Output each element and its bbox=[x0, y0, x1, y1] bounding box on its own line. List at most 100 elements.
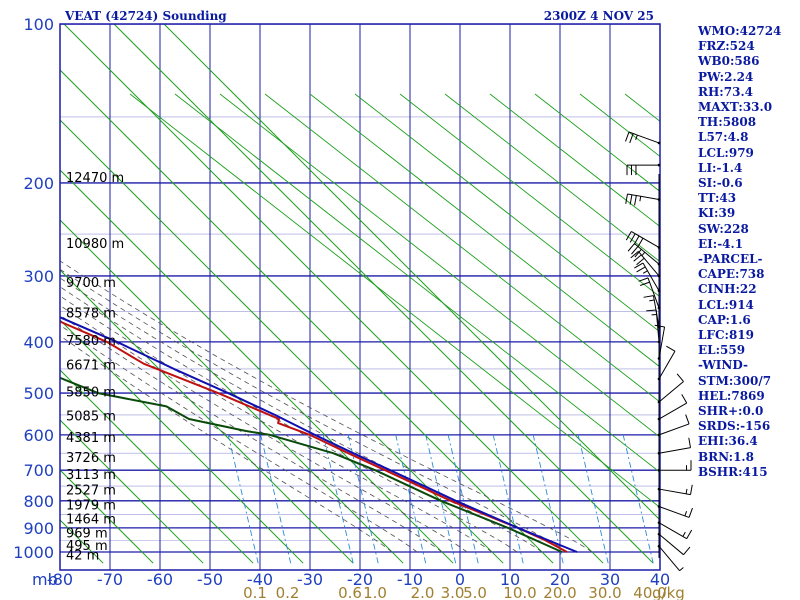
x-axis-unit: mb bbox=[32, 570, 58, 589]
moist-adiabat bbox=[60, 268, 568, 553]
temperature-tick-label: -10 bbox=[397, 570, 423, 589]
wind-barb bbox=[657, 414, 690, 437]
wind-barb bbox=[657, 460, 692, 472]
chart-time: 2300Z 4 NOV 25 bbox=[544, 9, 654, 23]
index-line: CAP:1.6 bbox=[698, 312, 751, 327]
index-line: HEL:7869 bbox=[698, 388, 765, 403]
index-line: SRDS:-156 bbox=[698, 419, 771, 434]
dry-adiabat bbox=[264, 93, 660, 403]
height-label: 4381 m bbox=[66, 431, 116, 446]
height-label: 5850 m bbox=[66, 386, 116, 401]
height-label: 5085 m bbox=[66, 409, 116, 424]
mixing-ratio-line bbox=[492, 434, 524, 564]
index-line: LCL:979 bbox=[698, 145, 754, 160]
wind-barb bbox=[657, 544, 684, 572]
wind-barb bbox=[634, 262, 661, 293]
mixing-ratio-line bbox=[425, 434, 457, 564]
pressure-label: 300 bbox=[23, 267, 54, 286]
isotherm bbox=[0, 0, 3, 563]
temperature-tick-label: 0 bbox=[455, 570, 465, 589]
mixing-ratio-line bbox=[577, 434, 609, 564]
height-label: 1464 m bbox=[66, 513, 116, 528]
moist-adiabat bbox=[60, 304, 468, 553]
mixing-ratio-line bbox=[260, 434, 292, 564]
temperature-tick-label: -60 bbox=[147, 570, 173, 589]
index-line: EL:559 bbox=[698, 343, 746, 358]
dry-adiabat bbox=[399, 93, 660, 298]
mixing-ratio-label: 0.1 bbox=[243, 584, 267, 600]
height-label: 3113 m bbox=[66, 468, 116, 483]
index-line: RH:73.4 bbox=[698, 84, 753, 99]
mixing-ratio-label: 20.0 bbox=[543, 584, 576, 600]
height-label: 2527 m bbox=[66, 484, 116, 499]
temperature-tick-label: -20 bbox=[347, 570, 373, 589]
parcel-line bbox=[60, 316, 578, 553]
index-line: WB0:586 bbox=[698, 54, 760, 69]
wind-barb bbox=[625, 193, 661, 206]
wind-barb bbox=[627, 243, 661, 266]
dry-adiabat bbox=[354, 93, 660, 333]
isotherm bbox=[60, 319, 304, 564]
mixing-ratio-line bbox=[322, 434, 354, 564]
dewpoint-line bbox=[60, 376, 563, 553]
dry-adiabat bbox=[309, 93, 660, 368]
mixing-ratio-label: 40.0 bbox=[633, 584, 666, 600]
height-label: 495 m bbox=[66, 539, 108, 554]
mixing-ratio-label: 2.0 bbox=[411, 584, 435, 600]
plot-border bbox=[59, 23, 661, 571]
height-label: 3726 m bbox=[66, 451, 116, 466]
pressure-label: 600 bbox=[23, 426, 54, 445]
dry-adiabat bbox=[534, 93, 660, 193]
index-line: -WIND- bbox=[698, 358, 748, 373]
wind-barb bbox=[657, 505, 693, 518]
index-line: LI:-1.4 bbox=[698, 160, 743, 175]
chart-title: VEAT (42724) Sounding bbox=[64, 9, 227, 23]
index-line: KI:39 bbox=[698, 206, 736, 221]
pressure-label: 500 bbox=[23, 384, 54, 403]
index-line: FRZ:524 bbox=[698, 39, 755, 54]
index-line: TH:5808 bbox=[698, 115, 757, 130]
mixing-ratio-label: 5.0 bbox=[463, 584, 487, 600]
height-label: 12470 m bbox=[66, 171, 124, 186]
pressure-label: 100 bbox=[23, 15, 54, 34]
wind-barb bbox=[657, 521, 693, 540]
temperature-tick-label: 40 bbox=[650, 570, 670, 589]
index-line: LCL:914 bbox=[698, 297, 754, 312]
isotherm bbox=[60, 419, 204, 564]
mixing-ratio-line bbox=[347, 434, 379, 564]
index-line: SHR+:0.0 bbox=[698, 404, 764, 419]
dry-adiabat bbox=[624, 93, 660, 122]
isotherm bbox=[60, 119, 504, 564]
temperature-tick-label: -40 bbox=[247, 570, 273, 589]
index-line: WMO:42724 bbox=[698, 24, 782, 38]
wind-barb bbox=[657, 437, 692, 455]
index-line: EHI:36.4 bbox=[698, 434, 758, 449]
mixing-ratio-line bbox=[395, 434, 427, 564]
moist-adiabat bbox=[60, 314, 443, 553]
mixing-ratio-label: 1.0 bbox=[363, 584, 387, 600]
wind-barb bbox=[657, 484, 693, 496]
temperature-tick-label: 10 bbox=[500, 570, 520, 589]
height-label: 7580 m bbox=[66, 334, 116, 349]
mixing-ratio-unit: g/kg bbox=[652, 584, 685, 600]
moist-adiabat bbox=[60, 324, 418, 553]
dry-adiabat bbox=[174, 93, 660, 473]
mixing-ratio-label: 0.6 bbox=[338, 584, 362, 600]
temperature-tick-label: -30 bbox=[297, 570, 323, 589]
isotherm bbox=[60, 369, 254, 564]
wind-barb bbox=[638, 277, 661, 310]
height-label: 42 m bbox=[66, 549, 99, 564]
moist-adiabat bbox=[60, 295, 493, 553]
height-label: 1979 m bbox=[66, 499, 116, 514]
index-line: MAXT:33.0 bbox=[698, 100, 773, 115]
indices-panel: WMO:42724 FRZ:524 WB0:586 PW:2.24 RH:73.4 MAX… bbox=[698, 24, 798, 480]
temperature-tick-label: 30 bbox=[600, 570, 620, 589]
wind-barb bbox=[657, 345, 676, 381]
wind-barb bbox=[625, 231, 661, 249]
mixing-ratio-label: 30.0 bbox=[588, 584, 621, 600]
mixing-ratio-label: 3.0 bbox=[441, 584, 465, 600]
pressure-label: 1000 bbox=[13, 543, 54, 562]
wind-barb bbox=[630, 251, 661, 278]
pressure-label: 400 bbox=[23, 333, 54, 352]
